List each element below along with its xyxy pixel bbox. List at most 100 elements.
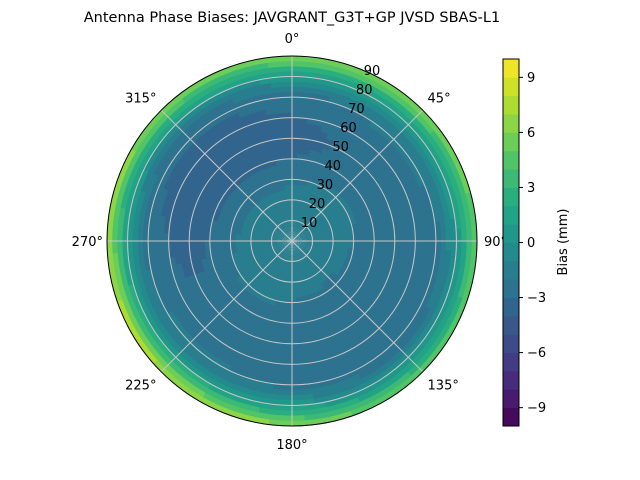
heatmap-cell [287,230,291,237]
heatmap-cell [281,216,286,223]
heatmap-cell [293,271,297,278]
heatmap-cell [301,243,308,247]
heatmap-cell [138,312,151,327]
heatmap-cell [286,199,290,206]
heatmap-cell [295,297,301,304]
heatmap-cell [438,152,450,167]
heatmap-cell [434,249,442,262]
heatmap-cell [291,369,302,376]
heatmap-cell [122,250,130,265]
heatmap-cell [312,237,319,240]
heatmap-cell [147,230,154,242]
heatmap-cell [148,171,159,185]
heatmap-cell [296,234,302,239]
heatmap-cell [343,236,350,242]
heatmap-cell [348,406,364,418]
heatmap-cell [214,240,221,247]
heatmap-cell [279,415,293,422]
heatmap-cell [234,71,249,81]
heatmap-cell [335,179,344,188]
heatmap-cell [256,231,263,236]
heatmap-cell [287,173,293,180]
heatmap-cell [245,237,251,242]
heatmap-cell [436,139,449,155]
heatmap-cell [282,254,287,261]
heatmap-cell [347,402,362,413]
heatmap-cell [292,241,295,247]
heatmap-cell [428,277,437,290]
heatmap-cell [306,222,312,228]
heatmap-cell [243,377,256,386]
heatmap-cell [418,109,433,124]
heatmap-cell [283,199,288,206]
heatmap-cell [406,363,421,378]
heatmap-cell [391,364,405,377]
heatmap-cell [295,291,300,299]
heatmap-cell [291,302,297,309]
heatmap-cell [312,262,318,269]
heatmap-cell [279,327,287,334]
heatmap-cell [274,321,282,329]
heatmap-cell [241,354,253,364]
heatmap-cell [299,230,305,235]
heatmap-cell [255,238,262,242]
heatmap-cell [409,240,416,250]
heatmap-cell [294,281,299,288]
heatmap-cell [418,343,432,358]
heatmap-cell [362,250,370,257]
heatmap-cell [246,106,259,115]
heatmap-cell [199,246,206,254]
heatmap-cell [359,401,375,413]
heatmap-cell [411,352,425,366]
heatmap-cell [353,231,360,238]
heatmap-cell [471,227,477,242]
heatmap-cell [296,168,302,175]
heatmap-cell [275,122,286,129]
heatmap-cell [376,88,391,101]
heatmap-cell [276,212,281,219]
heatmap-cell [316,218,323,225]
heatmap-cell [289,230,292,236]
heatmap-cell [249,258,257,265]
heatmap-cell [281,236,288,240]
heatmap-cell [301,81,314,89]
heatmap-cell [243,217,251,224]
heatmap-cell [234,99,247,109]
heatmap-cell [429,310,441,325]
heatmap-cell [285,323,293,329]
heatmap-cell [407,120,421,134]
heatmap-cell [311,232,318,236]
heatmap-cell [157,274,166,287]
heatmap-cell [272,143,281,151]
heatmap-cell [179,105,193,118]
heatmap-cell [321,229,328,234]
heatmap-cell [348,351,360,362]
heatmap-cell [331,118,343,128]
heatmap-cell [407,170,418,183]
heatmap-cell [361,220,369,228]
heatmap-cell [454,250,462,265]
heatmap-cell [209,229,216,237]
heatmap-cell [426,349,440,365]
heatmap-cell [440,230,447,242]
heatmap-cell [230,248,237,254]
heatmap-cell [298,291,304,298]
heatmap-cell [441,330,454,345]
heatmap-cell [145,181,155,194]
heatmap-cell [271,245,278,250]
heatmap-cell [152,193,161,206]
colorbar-tick-label: −3 [527,291,546,306]
heatmap-cell [279,230,285,235]
heatmap-cell [172,371,187,385]
heatmap-cell [352,383,366,394]
heatmap-cell [300,246,306,251]
heatmap-cell [332,234,339,239]
heatmap-cell [203,387,218,399]
heatmap-cell [152,343,166,358]
heatmap-cell [152,249,160,260]
heatmap-cell [280,81,293,88]
heatmap-cell [288,245,291,252]
heatmap-cell [281,238,287,241]
heatmap-cell [293,245,296,252]
heatmap-cell [168,93,184,107]
